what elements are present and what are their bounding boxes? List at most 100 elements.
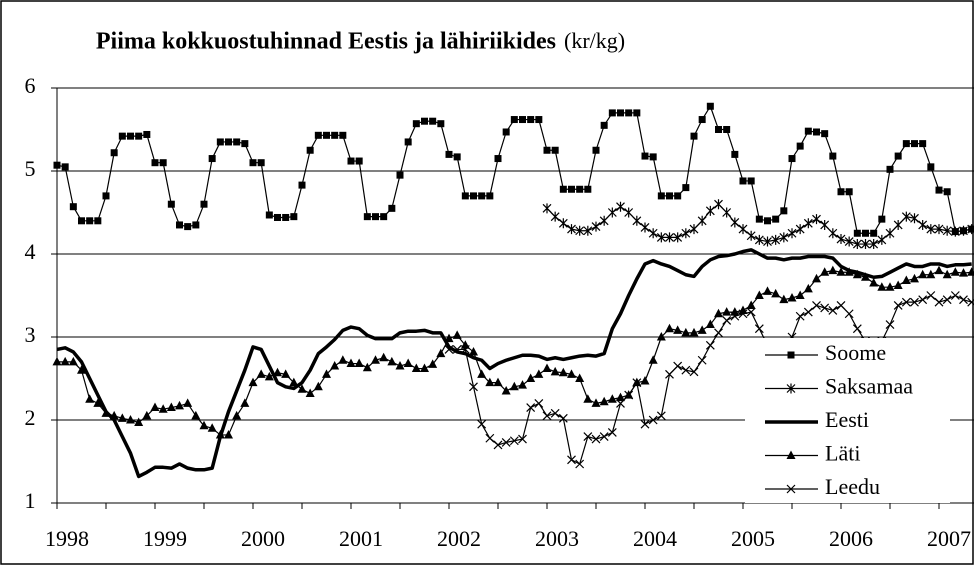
marker bbox=[852, 239, 862, 250]
marker bbox=[616, 392, 625, 402]
marker bbox=[697, 325, 707, 334]
marker bbox=[795, 290, 805, 299]
marker bbox=[689, 224, 699, 235]
marker bbox=[86, 217, 94, 225]
marker bbox=[779, 294, 789, 304]
marker bbox=[852, 324, 862, 334]
marker bbox=[786, 484, 796, 494]
marker bbox=[240, 398, 250, 407]
marker bbox=[166, 402, 176, 412]
marker bbox=[666, 192, 673, 200]
marker bbox=[600, 121, 608, 129]
marker bbox=[616, 201, 625, 212]
marker bbox=[134, 417, 144, 426]
marker bbox=[314, 131, 322, 139]
marker bbox=[583, 432, 593, 442]
marker bbox=[338, 355, 348, 364]
marker bbox=[77, 365, 86, 374]
marker bbox=[616, 398, 625, 408]
marker bbox=[273, 367, 282, 377]
marker bbox=[477, 419, 487, 429]
marker bbox=[550, 366, 560, 376]
marker bbox=[911, 140, 918, 148]
marker bbox=[861, 239, 870, 250]
marker bbox=[754, 234, 764, 245]
marker bbox=[306, 146, 314, 154]
marker bbox=[779, 232, 789, 243]
marker bbox=[542, 203, 552, 214]
marker bbox=[640, 419, 650, 429]
marker bbox=[421, 117, 428, 125]
marker bbox=[551, 146, 559, 154]
marker bbox=[722, 315, 732, 325]
marker bbox=[715, 126, 722, 133]
marker bbox=[885, 320, 895, 329]
marker bbox=[764, 217, 771, 225]
marker bbox=[576, 185, 584, 193]
marker bbox=[934, 224, 944, 235]
marker bbox=[722, 207, 732, 218]
marker bbox=[207, 423, 217, 432]
marker bbox=[403, 358, 413, 368]
marker bbox=[142, 410, 152, 420]
marker bbox=[885, 228, 895, 239]
marker bbox=[412, 120, 420, 128]
marker bbox=[852, 269, 862, 279]
x-tick-label: 1999 bbox=[143, 526, 187, 551]
marker bbox=[363, 213, 371, 221]
marker bbox=[94, 217, 102, 225]
legend-label: Saksamaa bbox=[825, 374, 913, 399]
marker bbox=[705, 205, 715, 216]
marker bbox=[313, 381, 323, 391]
marker bbox=[411, 363, 421, 373]
marker bbox=[519, 116, 526, 124]
marker bbox=[656, 332, 666, 341]
x-tick-label: 2006 bbox=[829, 526, 873, 551]
marker bbox=[167, 200, 175, 208]
marker bbox=[184, 223, 192, 231]
marker bbox=[143, 130, 151, 138]
marker bbox=[673, 361, 683, 371]
marker bbox=[934, 297, 944, 307]
marker bbox=[893, 219, 903, 230]
marker bbox=[592, 146, 600, 154]
marker bbox=[298, 181, 306, 189]
marker bbox=[216, 138, 224, 146]
y-tick-label: 2 bbox=[25, 405, 36, 430]
marker bbox=[535, 116, 543, 124]
marker bbox=[862, 229, 869, 237]
marker bbox=[844, 267, 854, 276]
marker bbox=[290, 213, 298, 221]
marker bbox=[380, 213, 388, 221]
marker bbox=[584, 185, 592, 193]
marker bbox=[772, 215, 780, 223]
marker bbox=[575, 225, 585, 236]
marker bbox=[501, 437, 511, 447]
marker bbox=[444, 333, 454, 343]
marker bbox=[550, 211, 560, 222]
marker bbox=[837, 188, 845, 196]
marker bbox=[870, 229, 878, 237]
marker bbox=[117, 413, 127, 422]
marker bbox=[959, 295, 968, 305]
marker bbox=[224, 429, 233, 439]
marker bbox=[665, 323, 674, 333]
marker bbox=[918, 219, 928, 230]
marker bbox=[950, 267, 960, 276]
marker bbox=[599, 396, 609, 406]
marker bbox=[673, 232, 683, 243]
marker bbox=[656, 232, 666, 243]
marker bbox=[746, 230, 756, 241]
marker bbox=[689, 367, 699, 377]
marker bbox=[599, 215, 609, 226]
marker bbox=[510, 116, 518, 124]
marker bbox=[543, 146, 551, 154]
marker bbox=[127, 132, 134, 140]
marker bbox=[493, 377, 503, 387]
marker bbox=[437, 120, 445, 128]
marker bbox=[445, 150, 453, 158]
marker bbox=[52, 356, 62, 366]
marker bbox=[910, 273, 919, 283]
marker bbox=[820, 219, 830, 230]
marker bbox=[901, 297, 911, 307]
